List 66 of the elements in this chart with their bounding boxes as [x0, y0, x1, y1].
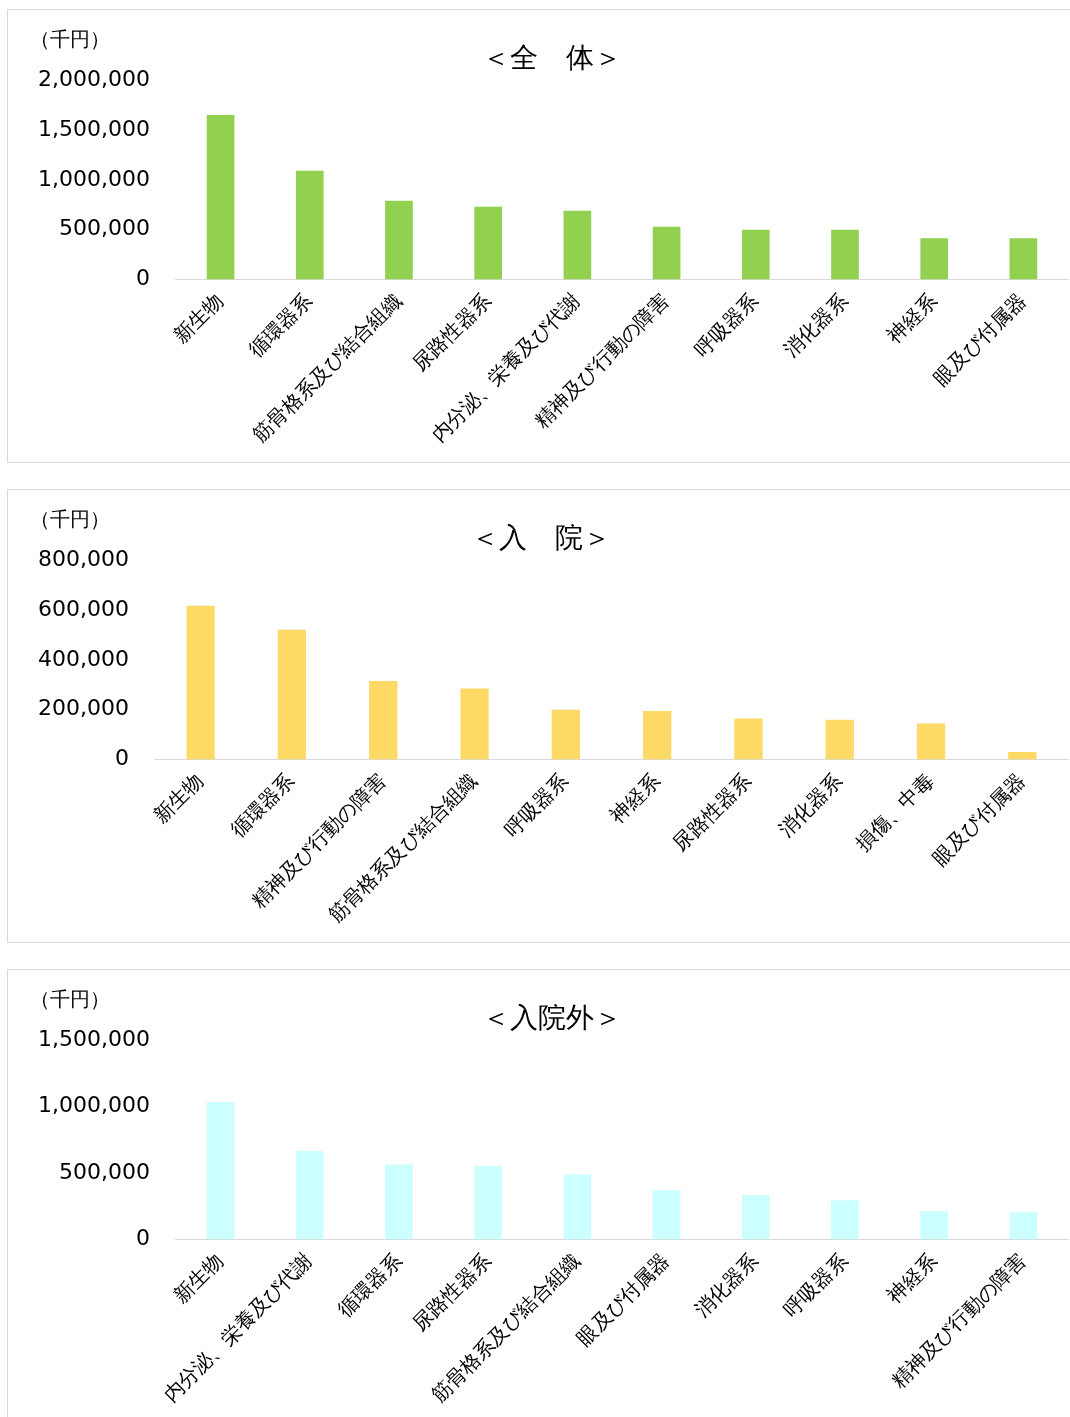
x-tick-label: 新生物	[168, 288, 228, 348]
bar	[831, 229, 859, 280]
x-tick-label: 消化器系	[773, 768, 847, 842]
x-tick-label: 循環器系	[225, 768, 300, 842]
x-tick-label: 新生物	[168, 1248, 228, 1308]
y-tick-label: 0	[135, 1225, 150, 1251]
bar	[652, 1190, 681, 1240]
bar	[474, 1165, 502, 1240]
bar	[385, 1164, 413, 1240]
x-tick-label: 新生物	[148, 768, 208, 828]
bar	[741, 229, 770, 280]
bar	[460, 688, 489, 760]
bar	[295, 1151, 324, 1240]
y-tick-label: 0	[135, 265, 150, 291]
y-tick-label: 600,000	[37, 595, 129, 621]
bar	[741, 1195, 770, 1240]
y-axis-title: （千円）	[30, 27, 110, 52]
x-tick-label: 消化器系	[689, 1248, 763, 1322]
y-tick-label: 1,000,000	[38, 1092, 150, 1118]
chart-title: ＜入 院＞	[471, 521, 612, 555]
bar	[652, 226, 681, 280]
x-tick-label: 循環器系	[332, 1248, 407, 1322]
bar	[920, 1211, 949, 1240]
x-tick-label: 神経系	[882, 1248, 942, 1308]
bar	[1008, 752, 1037, 760]
x-tick-label: 消化器系	[778, 288, 853, 362]
y-tick-label: 1,000,000	[38, 165, 150, 191]
y-tick-label: 400,000	[37, 645, 129, 671]
x-tick-label: 尿路性器系	[667, 768, 756, 857]
x-tick-label: 神経系	[882, 288, 942, 348]
bar	[277, 629, 307, 760]
bar	[186, 605, 215, 760]
x-tick-label: 呼吸器系	[778, 1248, 853, 1322]
bar	[1009, 238, 1038, 280]
bar	[1009, 1212, 1038, 1240]
bar	[206, 1101, 235, 1240]
bar	[920, 238, 949, 280]
y-tick-label: 1,500,000	[38, 115, 150, 141]
chart-title: ＜全 体＞	[481, 41, 622, 75]
y-tick-label: 0	[114, 745, 129, 771]
bar	[734, 718, 763, 760]
y-tick-label: 800,000	[37, 545, 129, 571]
bar	[385, 200, 413, 280]
bar	[916, 723, 946, 760]
x-tick-label: 神経系	[604, 768, 665, 828]
bar	[369, 681, 398, 760]
x-tick-label: 呼吸器系	[689, 288, 763, 362]
bar	[831, 1200, 859, 1240]
y-tick-label: 2,000,000	[38, 65, 150, 91]
y-tick-label: 200,000	[37, 695, 129, 721]
bar	[295, 170, 324, 280]
y-tick-label: 500,000	[58, 1158, 150, 1184]
bar	[563, 210, 592, 280]
y-tick-label: 1,500,000	[38, 1025, 150, 1051]
bar	[563, 1174, 592, 1240]
y-tick-label: 500,000	[58, 215, 150, 241]
x-tick-label: 呼吸器系	[499, 768, 574, 842]
bar	[474, 206, 502, 280]
bar	[825, 719, 854, 760]
y-axis-title: （千円）	[30, 507, 110, 532]
bar	[551, 709, 580, 760]
bar	[206, 114, 235, 280]
chart-title: ＜入院外＞	[481, 1001, 622, 1035]
bar	[642, 710, 672, 760]
x-tick-label: 循環器系	[243, 288, 317, 362]
y-axis-title: （千円）	[30, 987, 110, 1012]
